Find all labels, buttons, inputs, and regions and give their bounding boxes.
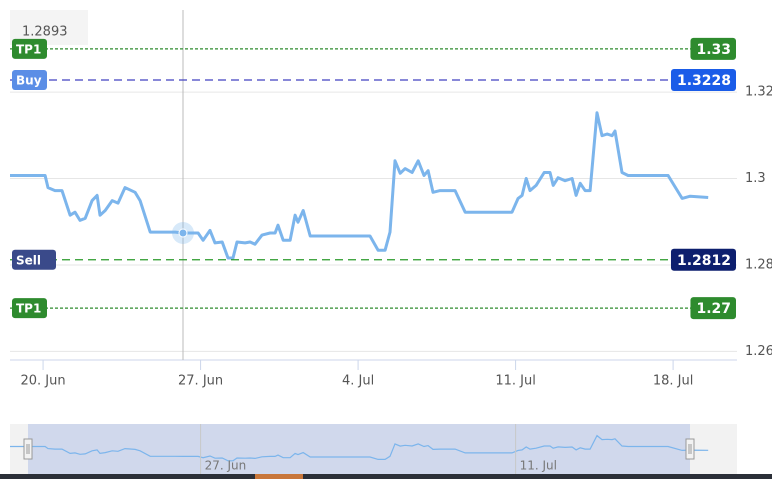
navigator-label: 27. Jun [205, 459, 247, 473]
navigator-handle[interactable] [685, 438, 695, 460]
bottom-accent [255, 474, 303, 479]
level-tag [12, 70, 47, 90]
line [10, 111, 709, 260]
level-name: TP1 [16, 42, 41, 56]
level-tag [12, 38, 47, 59]
navigator-label: 11. Jul [520, 459, 557, 473]
level-value-tag [690, 37, 736, 60]
level-value-tag [690, 297, 736, 320]
x-tick-label: 20. Jun [21, 374, 66, 389]
level-tag [12, 249, 56, 270]
level-name: Sell [16, 253, 41, 267]
x-tick-label: 4. Jul [342, 374, 374, 389]
navigator-line [10, 434, 709, 462]
y-tick-label: 1.32 [745, 85, 772, 100]
x-tick-label: 18. Jul [653, 374, 694, 389]
x-tick-label: 27. Jun [178, 374, 223, 389]
hover-point [178, 228, 188, 238]
hover-value: 1.2893 [22, 25, 68, 40]
bottom-bar [0, 474, 772, 479]
level-tag [12, 298, 47, 319]
level-value-tag [670, 248, 736, 271]
x-tick-label: 11. Jul [495, 374, 536, 389]
navigator-mask [28, 424, 690, 474]
y-tick-label: 1.26 [745, 344, 772, 359]
y-tick-label: 1.28 [745, 257, 772, 272]
level-value: 1.3228 [677, 73, 731, 89]
level-name: Buy [16, 74, 42, 88]
level-name: TP1 [16, 302, 41, 316]
level-value-tag [670, 69, 736, 91]
level-value: 1.2812 [677, 253, 731, 269]
level-value: 1.33 [696, 42, 731, 58]
navigator-handle[interactable] [23, 438, 33, 460]
y-tick-label: 1.3 [745, 171, 766, 186]
level-value: 1.27 [696, 301, 731, 317]
